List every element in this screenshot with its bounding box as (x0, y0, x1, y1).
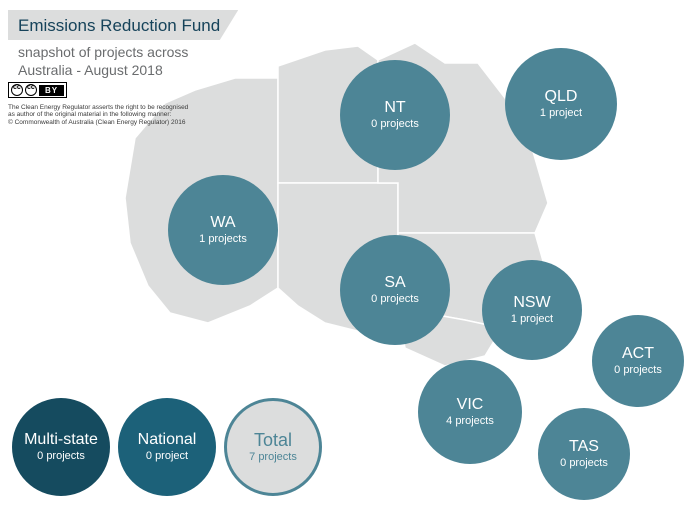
subtitle: snapshot of projects across Australia - … (8, 40, 238, 79)
bubble-label-multi: Multi-state (24, 432, 98, 449)
bubble-label-tas: TAS (569, 439, 599, 456)
bubble-label-nat: National (138, 432, 197, 449)
bubble-label-wa: WA (210, 215, 235, 232)
bubble-qld: QLD1 project (505, 48, 617, 160)
bubble-sub-nsw: 1 project (511, 313, 553, 325)
bubble-act: ACT0 projects (592, 315, 684, 407)
cc-by-badge: BY (8, 82, 67, 98)
bubble-sub-multi: 0 projects (37, 450, 85, 462)
bubble-nat: National0 project (118, 398, 216, 496)
bubble-label-act: ACT (622, 346, 654, 363)
title-bar: Emissions Reduction Fund (8, 10, 238, 40)
bubble-sub-total: 7 projects (249, 451, 297, 463)
title-block: Emissions Reduction Fund snapshot of pro… (8, 10, 238, 79)
bubble-sub-nat: 0 project (146, 450, 188, 462)
bubble-sub-vic: 4 projects (446, 415, 494, 427)
bubble-label-total: Total (254, 431, 292, 450)
bubble-sub-wa: 1 projects (199, 233, 247, 245)
bubble-multi: Multi-state0 projects (12, 398, 110, 496)
license-line2: as author of the original material in th… (8, 111, 171, 118)
bubble-label-sa: SA (384, 275, 405, 292)
bubble-label-nsw: NSW (513, 295, 550, 312)
person-icon (25, 84, 37, 96)
license-text: The Clean Energy Regulator asserts the r… (8, 104, 188, 126)
bubble-tas: TAS0 projects (538, 408, 630, 500)
bubble-sub-sa: 0 projects (371, 293, 419, 305)
cc-icon (11, 84, 23, 96)
bubble-sub-qld: 1 project (540, 107, 582, 119)
bubble-vic: VIC4 projects (418, 360, 522, 464)
subtitle-line1: snapshot of projects across (18, 44, 188, 60)
bubble-label-vic: VIC (457, 397, 484, 414)
bubble-sub-nt: 0 projects (371, 118, 419, 130)
bubble-nt: NT0 projects (340, 60, 450, 170)
bubble-wa: WA1 projects (168, 175, 278, 285)
bubble-nsw: NSW1 project (482, 260, 582, 360)
by-label: BY (39, 85, 64, 96)
bubble-sub-act: 0 projects (614, 364, 662, 376)
bubble-label-qld: QLD (545, 89, 578, 106)
license-block: BY The Clean Energy Regulator asserts th… (8, 82, 188, 126)
subtitle-line2: Australia - August 2018 (18, 62, 163, 78)
license-line3: © Commonwealth of Australia (Clean Energ… (8, 119, 186, 126)
bubble-total: Total7 projects (224, 398, 322, 496)
bubble-label-nt: NT (384, 100, 405, 117)
license-line1: The Clean Energy Regulator asserts the r… (8, 104, 188, 111)
page-title: Emissions Reduction Fund (18, 16, 220, 36)
bubble-sub-tas: 0 projects (560, 457, 608, 469)
bubble-sa: SA0 projects (340, 235, 450, 345)
